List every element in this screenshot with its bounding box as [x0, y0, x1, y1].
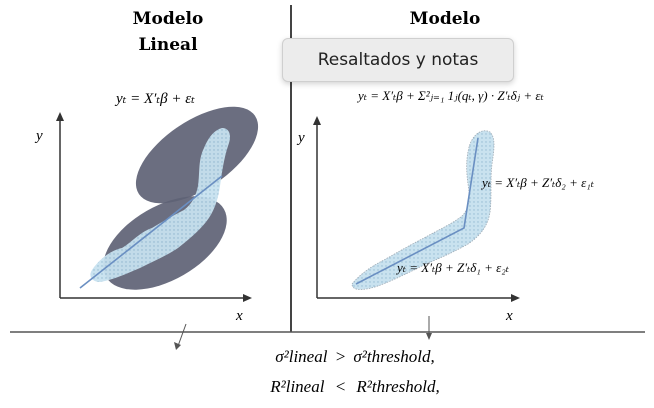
- tooltip-text: Resaltados y notas: [317, 50, 479, 70]
- highlights-notes-tooltip[interactable]: Resaltados y notas: [282, 38, 514, 82]
- left-x-label: x: [235, 308, 243, 324]
- left-x-arrow-icon: [243, 294, 252, 302]
- right-title-line1: Modelo: [410, 9, 481, 29]
- r2-lineal: R²lineal: [269, 377, 324, 396]
- variance-operator: >: [335, 347, 346, 366]
- left-equation: yₜ = X′ₜβ + εₜ: [114, 91, 195, 107]
- right-equation-main: yₜ = X′ₜβ + Σ²ⱼ₌₁ 1ⱼ(qₜ, γ) · Z′ₜδⱼ + εₜ: [356, 88, 544, 103]
- bottom-conditions: σ²lineal > σ²threshold, R²lineal < R²thr…: [269, 347, 440, 396]
- left-title-line2: Lineal: [138, 35, 198, 55]
- condition-variance: σ²lineal > σ²threshold,: [275, 347, 435, 366]
- left-fit-line: [79, 175, 223, 289]
- left-note-arrow-icon: [174, 342, 181, 350]
- left-y-label: y: [34, 128, 43, 144]
- right-x-label: x: [505, 308, 513, 324]
- left-title-line1: Modelo: [133, 9, 204, 29]
- right-y-arrow-icon: [313, 116, 321, 125]
- left-note-arrow: [177, 323, 187, 347]
- right-data-cloud: [351, 130, 495, 290]
- right-x-arrow-icon: [511, 294, 520, 302]
- right-fit-line: [355, 137, 479, 285]
- right-note-arrow-icon: [426, 333, 432, 340]
- variance-lineal: σ²lineal: [275, 347, 327, 366]
- variance-threshold: σ²threshold,: [353, 347, 434, 366]
- r2-operator: <: [335, 377, 346, 396]
- r2-threshold: R²threshold,: [355, 377, 439, 396]
- right-y-label: y: [296, 130, 305, 146]
- left-panel: Modelo Lineal yₜ = X′ₜβ + εₜ y x: [34, 9, 259, 350]
- right-equation-lower: yₜ = X′ₜβ + Z′ₜδ₁ + ε₂ₜ: [395, 260, 510, 275]
- right-panel: Modelo yₜ = X′ₜβ + Σ²ⱼ₌₁ 1ⱼ(qₜ, γ) · Z′ₜ…: [296, 9, 595, 340]
- left-data-cloud: [90, 128, 230, 282]
- left-y-arrow-icon: [56, 112, 64, 121]
- right-equation-upper: yₜ = X′ₜβ + Z′ₜδ₂ + ε₁ₜ: [480, 175, 595, 190]
- condition-r2: R²lineal < R²threshold,: [269, 377, 440, 396]
